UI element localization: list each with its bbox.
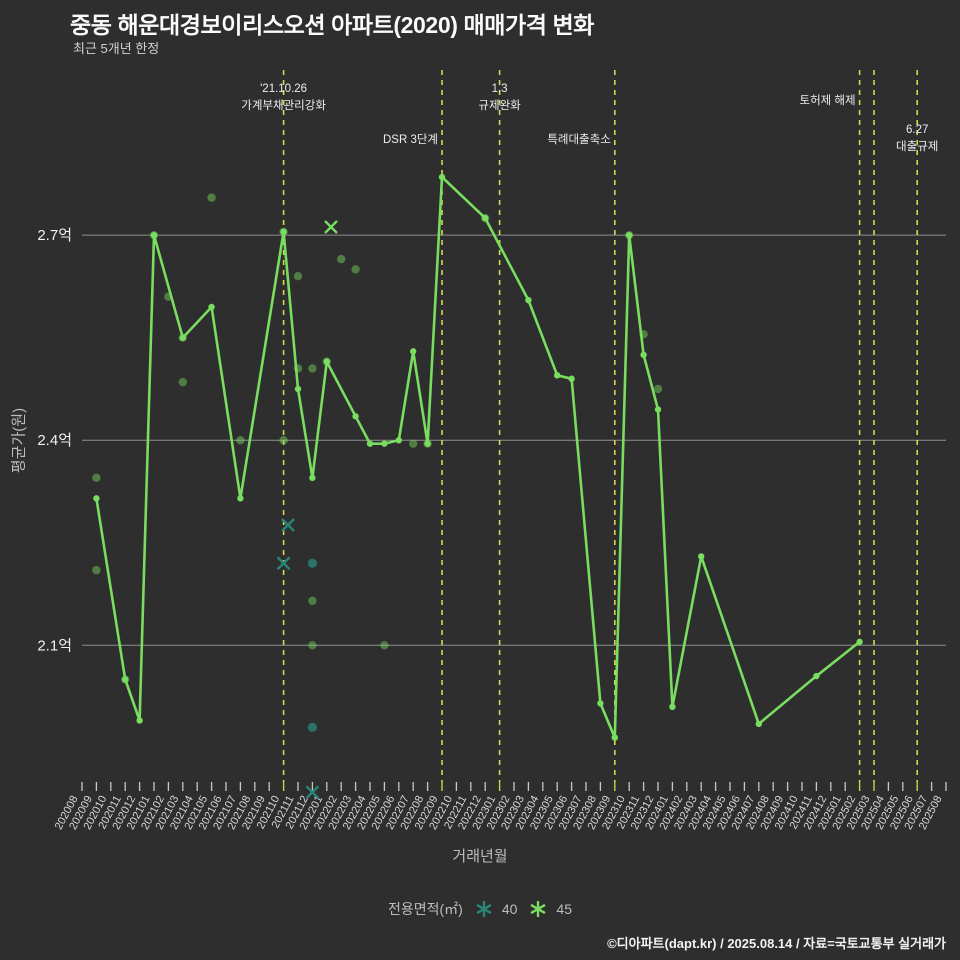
data-point[interactable] xyxy=(294,385,302,393)
scatter-point[interactable] xyxy=(625,230,634,240)
annotation-label: 6.27 xyxy=(906,124,928,136)
annotation-label: 1.3 xyxy=(492,83,508,95)
data-point[interactable] xyxy=(381,440,388,447)
x-marker-icon xyxy=(530,901,546,917)
y-axis-title: 평균가(원) xyxy=(10,407,28,474)
data-point[interactable] xyxy=(482,214,489,222)
data-point[interactable] xyxy=(208,303,215,311)
data-point-marker[interactable] xyxy=(305,785,320,800)
data-point[interactable] xyxy=(395,437,402,444)
data-point[interactable] xyxy=(136,717,143,724)
annotation-label: 가계부채관리강화 xyxy=(241,99,326,112)
scatter-point[interactable] xyxy=(236,436,245,445)
scatter-point[interactable] xyxy=(481,213,490,223)
annotation-label: 규제완화 xyxy=(478,99,521,112)
data-point[interactable] xyxy=(698,553,705,560)
data-point-marker[interactable] xyxy=(276,556,291,571)
data-point[interactable] xyxy=(438,173,446,181)
scatter-point[interactable] xyxy=(380,641,389,650)
data-point[interactable] xyxy=(150,231,158,239)
scatter-point[interactable] xyxy=(337,254,346,264)
scatter-point[interactable] xyxy=(307,558,317,568)
data-point[interactable] xyxy=(280,228,287,235)
footer-credit: ©디아파트(dapt.kr) / 2025.08.14 / 자료=국토교통부 실… xyxy=(607,936,946,951)
scatter-point[interactable] xyxy=(308,596,317,606)
annotation-label: '21.10.26 xyxy=(260,83,307,95)
data-point[interactable] xyxy=(813,672,820,680)
data-point[interactable] xyxy=(856,638,863,646)
series-line-45 xyxy=(95,175,861,739)
data-point[interactable] xyxy=(237,495,244,502)
scatter-point[interactable] xyxy=(164,292,173,301)
scatter-point[interactable] xyxy=(279,227,288,236)
legend-label-40: 40 xyxy=(501,901,518,917)
scatter-point[interactable] xyxy=(279,436,288,445)
scatter-point[interactable] xyxy=(121,675,130,684)
scatter-point[interactable] xyxy=(178,377,187,387)
data-point[interactable] xyxy=(755,720,762,728)
scatter-point[interactable] xyxy=(322,357,331,366)
data-point-marker[interactable] xyxy=(281,518,295,532)
data-point[interactable] xyxy=(93,495,100,502)
data-point[interactable] xyxy=(323,358,330,365)
scatter-point[interactable] xyxy=(178,333,187,342)
legend-item-40[interactable]: 40 xyxy=(473,898,518,920)
scatter-point[interactable] xyxy=(308,364,317,373)
annotation-label: 특례대출축소 xyxy=(547,133,610,146)
scatter-point[interactable] xyxy=(308,641,317,650)
chart-subtitle: 최근 5개년 한정 xyxy=(73,41,160,56)
chart-title: 중동 해운대경보이리스오션 아파트(2020) 매매가격 변화 xyxy=(70,12,595,38)
scatter-point[interactable] xyxy=(92,565,101,575)
scatter-point[interactable] xyxy=(307,722,317,732)
data-point[interactable] xyxy=(122,676,129,683)
data-point[interactable] xyxy=(554,372,561,379)
y-tick-label: 2.1억 xyxy=(37,637,72,654)
data-point[interactable] xyxy=(597,700,604,707)
data-point[interactable] xyxy=(611,734,618,741)
data-point[interactable] xyxy=(410,348,417,355)
data-point[interactable] xyxy=(640,351,647,359)
data-point-marker[interactable] xyxy=(324,220,338,234)
legend-label-45: 45 xyxy=(556,901,572,917)
data-point[interactable] xyxy=(626,231,633,239)
x-axis-title: 거래년월 xyxy=(452,848,508,865)
chart-legend: 전용면적(㎡) 40 45 xyxy=(0,898,960,920)
scatter-point[interactable] xyxy=(409,439,418,448)
annotation-label: DSR 3단계 xyxy=(383,133,438,146)
data-point[interactable] xyxy=(568,375,575,382)
scatter-point[interactable] xyxy=(423,439,432,448)
scatter-point[interactable] xyxy=(149,230,159,240)
scatter-point[interactable] xyxy=(351,265,360,274)
annotation-label: 대출규제 xyxy=(896,140,938,153)
scatter-point[interactable] xyxy=(207,193,216,202)
scatter-point[interactable] xyxy=(293,364,303,373)
data-point[interactable] xyxy=(669,703,676,711)
x-marker-icon xyxy=(476,901,492,917)
legend-title: 전용면적(㎡) xyxy=(387,901,463,917)
data-point[interactable] xyxy=(525,296,532,304)
scatter-point[interactable] xyxy=(653,384,663,394)
annotation-label: 토허제 해제 xyxy=(799,94,855,107)
scatter-point[interactable] xyxy=(639,330,648,339)
data-point[interactable] xyxy=(352,413,359,420)
legend-item-45[interactable]: 45 xyxy=(527,898,572,920)
y-tick-label: 2.7억 xyxy=(37,227,72,244)
data-point[interactable] xyxy=(654,406,662,413)
data-point[interactable] xyxy=(179,334,186,341)
scatter-point[interactable] xyxy=(92,473,101,483)
y-tick-label: 2.4억 xyxy=(37,432,72,449)
scatter-point[interactable] xyxy=(293,271,303,281)
data-point[interactable] xyxy=(309,474,316,482)
data-point[interactable] xyxy=(424,440,431,447)
data-point[interactable] xyxy=(366,440,374,447)
